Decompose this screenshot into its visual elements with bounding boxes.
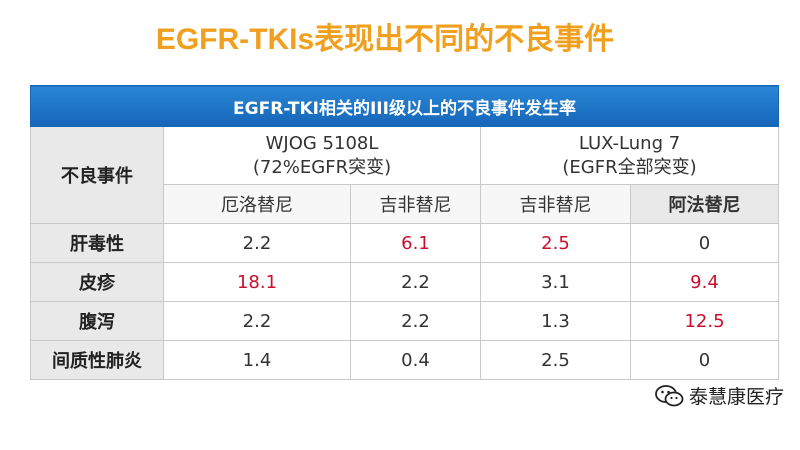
table-row: 皮疹 18.1 2.2 3.1 9.4 (30, 262, 779, 302)
table-cell: 2.5 (480, 223, 631, 263)
table: EGFR-TKI相关的III级以上的不良事件发生率 不良事件 WJOG 5108L… (30, 85, 779, 380)
row-label: 间质性肺炎 (30, 340, 164, 380)
table-cell: 2.2 (350, 301, 481, 341)
table-row: 间质性肺炎 1.4 0.4 2.5 0 (30, 340, 779, 380)
table-cell: 6.1 (350, 223, 481, 263)
table-cell: 0 (630, 340, 779, 380)
table-cell: 12.5 (630, 301, 779, 341)
table-cell: 0 (630, 223, 779, 263)
group-name: LUX-Lung 7 (578, 132, 681, 154)
group-name: WJOG 5108L (265, 132, 379, 154)
table-cell: 2.2 (163, 301, 351, 341)
table-cell: 3.1 (480, 262, 631, 302)
table-cell: 9.4 (630, 262, 779, 302)
group-note: (EGFR全部突变) (562, 156, 697, 178)
slide-title: EGFR-TKIs表现出不同的不良事件 (155, 23, 615, 56)
group-header: WJOG 5108L (72%EGFR突变) (163, 126, 481, 185)
table-row: 腹泻 2.2 2.2 1.3 12.5 (30, 301, 779, 341)
row-label: 肝毒性 (30, 223, 164, 263)
wechat-icon (655, 384, 684, 406)
watermark: 泰慧康医疗 (655, 382, 784, 409)
table-cell: 2.5 (480, 340, 631, 380)
watermark-text: 泰慧康医疗 (689, 386, 785, 408)
row-label: 皮疹 (30, 262, 164, 302)
column-header: 厄洛替尼 (163, 184, 351, 224)
table-row: 肝毒性 2.2 6.1 2.5 0 (30, 223, 779, 263)
table-cell: 1.4 (163, 340, 351, 380)
table-cell: 0.4 (350, 340, 481, 380)
group-note: (72%EGFR突变) (252, 156, 392, 178)
group-header: LUX-Lung 7 (EGFR全部突变) (480, 126, 779, 185)
table-cell: 2.2 (163, 223, 351, 263)
table-cell: 2.2 (350, 262, 481, 302)
column-header: 阿法替尼 (630, 184, 779, 224)
row-label: 腹泻 (30, 301, 164, 341)
corner-header: 不良事件 (30, 126, 164, 224)
table-cell: 1.3 (480, 301, 631, 341)
table-cell: 18.1 (163, 262, 351, 302)
table-caption: EGFR-TKI相关的III级以上的不良事件发生率 (30, 85, 779, 127)
column-header: 吉非替尼 (480, 184, 631, 224)
column-header: 吉非替尼 (350, 184, 481, 224)
